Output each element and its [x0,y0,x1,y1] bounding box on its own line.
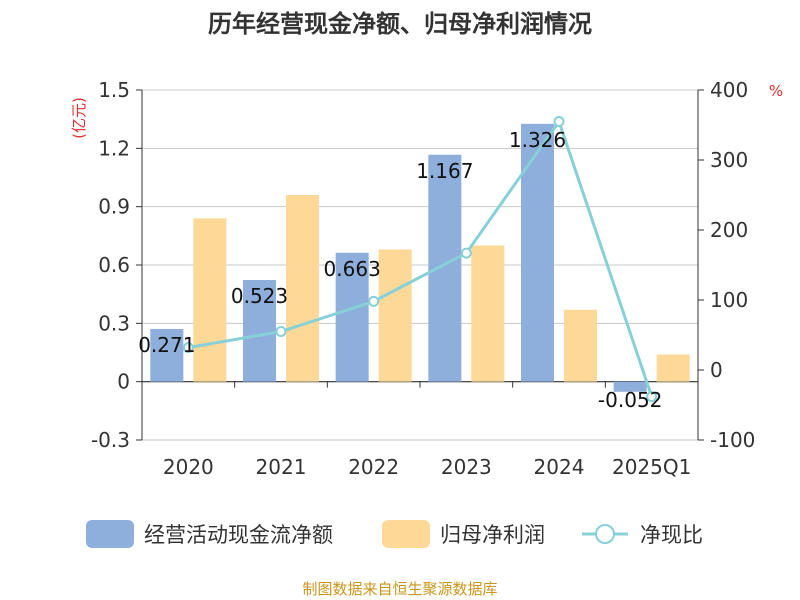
legend-label-ratio: 净现比 [640,523,703,547]
legend-label-net-profit: 归母净利润 [440,523,545,547]
ratio-point [368,295,380,307]
left-tick-label: -0.3 [91,428,130,452]
cash-flow-bar [428,154,462,382]
left-tick-label: 1.5 [98,78,130,102]
right-axis-unit: % [769,82,783,100]
category-label: 2022 [348,455,399,479]
legend-label-cash-flow: 经营活动现金流净额 [144,523,333,547]
cash-flow-value-label: 0.663 [324,257,381,281]
cash-flow-bar [335,252,369,382]
cash-flow-value-label: 0.523 [231,284,288,308]
net-profit-bar [564,309,597,382]
category-label: 2025Q1 [612,455,691,479]
net-profit-bar [193,218,227,382]
net-profit-bar [286,195,319,382]
ratio-point [275,326,287,337]
right-tick-label: -100 [710,428,755,452]
legend-swatch-net-profit [382,520,430,548]
ratio-point [182,342,194,354]
category-label: 2023 [441,455,492,479]
axes: -0.3 0 0.3 0.6 0.9 1.2 1.5 -100 0 100 200 300 400 (亿元… [70,78,783,479]
left-axis-unit: (亿元) [70,97,88,139]
ratio-line [182,116,658,403]
chart-title: 历年经营现金净额、归母净利润情况 [208,10,592,38]
left-tick-label: 0.9 [98,195,130,219]
legend-swatch-ratio-marker [595,524,615,544]
left-tick-label: 0.3 [98,311,130,335]
ratio-point [646,391,658,403]
category-label: 2020 [163,455,214,479]
cash-flow-value-label: 1.326 [509,128,566,152]
net-profit-bar [471,245,505,382]
source-note: 制图数据来自恒生聚源数据库 [302,580,498,598]
right-tick-label: 200 [710,218,748,242]
right-tick-label: 400 [710,78,748,102]
bars [150,123,690,392]
left-tick-label: 0 [117,370,130,394]
ratio-line-path [188,118,654,398]
cash-flow-value-label: 1.167 [416,159,473,183]
ratio-point [460,247,472,259]
net-profit-bar [378,249,412,382]
right-tick-label: 100 [710,288,748,312]
left-tick-label: 0.6 [98,253,130,277]
legend-swatch-cash-flow [86,520,134,548]
legend: 经营活动现金流净额 归母净利润 净现比 [86,520,703,548]
right-tick-label: 300 [710,148,748,172]
cash-flow-bar [150,328,184,382]
cash-flow-bar [613,381,647,392]
cash-flow-value-label: 0.271 [138,333,195,357]
net-profit-bar [656,354,690,382]
cash-flow-value-label: -0.052 [598,388,662,412]
category-label: 2024 [534,455,585,479]
category-label: 2021 [256,455,307,479]
cash-flow-bar [243,279,276,382]
ratio-point [553,116,565,127]
right-tick-label: 0 [710,358,723,382]
cash-flow-bar [521,123,554,382]
left-tick-label: 1.2 [98,136,130,160]
data-labels: 0.271 0.523 0.663 1.167 1.326 -0.052 [138,128,662,412]
